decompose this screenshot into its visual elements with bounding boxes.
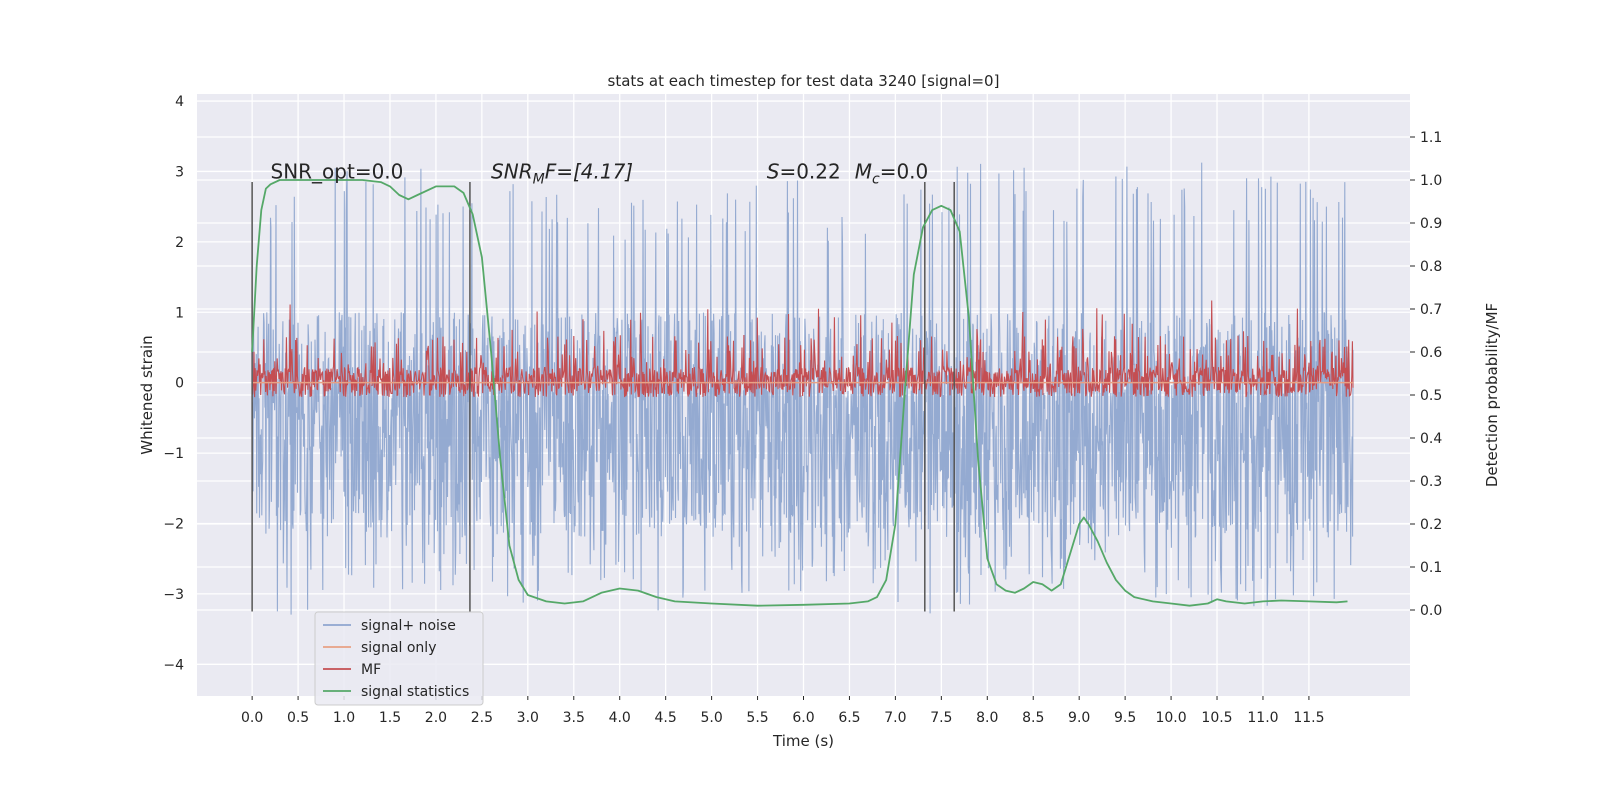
- y-tick-label: −1: [163, 446, 184, 462]
- x-tick-label: 4.0: [609, 710, 631, 726]
- y-tick-label: 3: [175, 164, 184, 180]
- legend: signal+ noise signal only MF signal statist…: [314, 611, 484, 706]
- y-tick-label: 0: [175, 376, 184, 392]
- y2-tick-label: 0.2: [1420, 517, 1442, 533]
- snr-mf-annotation: SNRMF=[4.17]: [491, 159, 633, 187]
- y-tick-label: 4: [175, 94, 184, 110]
- y-axis-ticks: 4 3 2 1 0 −1 −2 −3 −4: [163, 94, 184, 673]
- chart-title: stats at each timestep for test data 324…: [608, 72, 1000, 90]
- x-tick-label: 7.5: [930, 710, 952, 726]
- y2-tick-label: 0.5: [1420, 388, 1442, 404]
- x-tick-label: 11.0: [1247, 710, 1278, 726]
- y-tick-label: −4: [163, 657, 184, 673]
- x-tick-label: 2.5: [471, 710, 493, 726]
- s-mc-annotation: S=0.22 Mc=0.0: [767, 159, 929, 187]
- x-tick-label: 10.5: [1201, 710, 1232, 726]
- x-tick-label: 0.0: [241, 710, 263, 726]
- s-symbol: S: [767, 159, 780, 183]
- y2-tick-label: 0.1: [1420, 560, 1442, 576]
- y-tick-label: 1: [175, 305, 184, 321]
- legend-label: MF: [361, 662, 381, 678]
- mc-symbol: M: [855, 159, 872, 183]
- x-tick-label: 11.5: [1293, 710, 1324, 726]
- x-tick-label: 6.0: [792, 710, 814, 726]
- x-tick-label: 3.5: [563, 710, 585, 726]
- legend-label: signal statistics: [361, 684, 469, 700]
- x-tick-label: 8.5: [1022, 710, 1044, 726]
- x-tick-label: 0.5: [287, 710, 309, 726]
- x-tick-label: 1.5: [379, 710, 401, 726]
- snr-opt-annotation: SNR_opt=0.0: [271, 159, 404, 183]
- x-tick-label: 4.5: [655, 710, 677, 726]
- legend-items: signal+ noise signal only MF signal statist…: [323, 618, 469, 700]
- mf-series: [252, 300, 1354, 398]
- y-tick-label: 2: [175, 235, 184, 251]
- y2-tick-label: 0.9: [1420, 216, 1442, 232]
- mc-value: =0.0: [880, 159, 929, 183]
- y2-axis-label: Detection probability/MF: [1483, 303, 1501, 487]
- x-tick-label: 1.0: [333, 710, 355, 726]
- mc-subscript: c: [872, 171, 880, 187]
- x-tick-label: 9.5: [1114, 710, 1136, 726]
- snr-mf-subscript: M: [533, 171, 545, 187]
- y2-tick-label: 0.3: [1420, 474, 1442, 490]
- y2-axis-ticks: 0.0 0.1 0.2 0.3 0.4 0.5 0.6 0.7 0.8 0.9 1.0 1.1: [1410, 130, 1442, 619]
- x-tick-label: 5.0: [700, 710, 722, 726]
- y-tick-label: −3: [163, 587, 184, 603]
- y2-tick-label: 0.0: [1420, 603, 1442, 619]
- y-tick-label: −2: [163, 516, 184, 532]
- x-axis-ticks: 0.0 0.5 1.0 1.5 2.0 2.5 3.0 3.5 4.0 4.5 5.0 5.5 6.0 6…: [241, 696, 1325, 726]
- x-tick-label: 10.0: [1155, 710, 1186, 726]
- x-tick-label: 7.0: [884, 710, 906, 726]
- x-axis-label: Time (s): [772, 732, 834, 750]
- x-tick-label: 6.5: [838, 710, 860, 726]
- y2-tick-label: 0.6: [1420, 345, 1442, 361]
- y2-tick-label: 0.8: [1420, 259, 1442, 275]
- x-tick-label: 5.5: [746, 710, 768, 726]
- signal-statistics-series: [251, 179, 1348, 607]
- x-tick-label: 2.0: [425, 710, 447, 726]
- signal-noise-line: [251, 162, 1354, 615]
- legend-label: signal+ noise: [361, 618, 456, 634]
- s-value: =0.22: [779, 159, 840, 183]
- x-tick-label: 9.0: [1068, 710, 1090, 726]
- y2-tick-label: 0.4: [1420, 431, 1442, 447]
- legend-label: signal only: [361, 640, 436, 656]
- snr-mf-base: SNR: [491, 159, 533, 183]
- mf-line: [252, 300, 1354, 398]
- signal-noise-series: [251, 162, 1354, 615]
- signal-statistics-line: [251, 179, 1348, 607]
- marker-lines: [251, 182, 955, 612]
- y-axis-label: Whitened strain: [138, 335, 156, 454]
- x-tick-label: 3.0: [517, 710, 539, 726]
- x-tick-label: 8.0: [976, 710, 998, 726]
- y2-tick-label: 1.0: [1420, 173, 1442, 189]
- legend-box: [314, 611, 484, 706]
- y2-tick-label: 1.1: [1420, 130, 1442, 146]
- snr-mf-rest: F=[4.17]: [545, 159, 633, 183]
- y2-tick-label: 0.7: [1420, 302, 1442, 318]
